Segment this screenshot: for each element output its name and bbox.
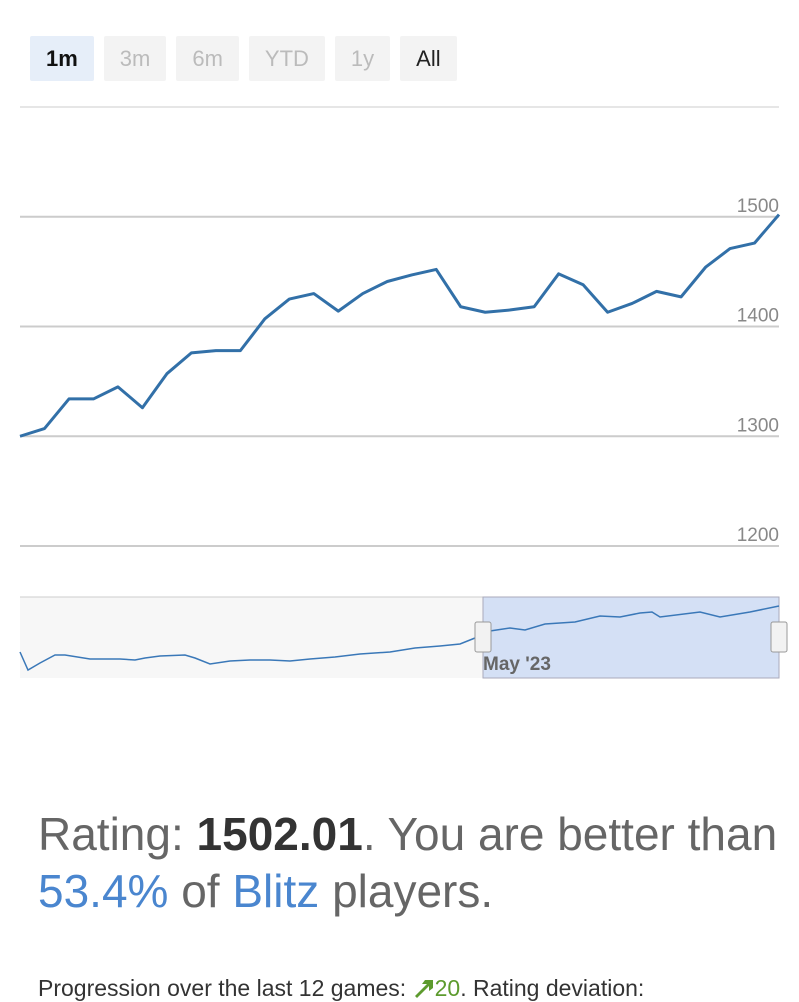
y-tick-label: 1500 [737, 196, 779, 217]
range-button[interactable]: YTD [248, 36, 325, 81]
progression-change: 20 [413, 975, 461, 1001]
y-tick-label: 1200 [737, 525, 779, 546]
rating: 1502.01 [196, 808, 363, 860]
progression-text: Progression over the last 12 games: [38, 975, 407, 1001]
navigator-handle[interactable] [474, 621, 492, 653]
up-arrow-icon [414, 980, 433, 998]
progression: Progression over the last 12 games: 20. … [38, 975, 644, 1002]
range-button[interactable]: 3m [103, 36, 167, 81]
variant[interactable]: Blitz [232, 865, 320, 917]
navigator-line [19, 605, 780, 672]
summary-text: players. [332, 865, 494, 917]
rating-line [19, 213, 781, 438]
range-button[interactable]: 1y [334, 36, 391, 81]
y-tick-label: 1400 [737, 306, 779, 327]
rating-label: Rating: [38, 808, 184, 860]
percentile: 53.4% [38, 865, 169, 917]
chart: May '23 1200 1300 1400 1500 [19, 106, 788, 679]
navigator: May '23 [19, 596, 788, 679]
range-button[interactable]: 1m [30, 36, 94, 81]
navigator-handle[interactable] [770, 621, 788, 653]
summary-text: . You are better than [362, 808, 778, 860]
navigator-label: May '23 [483, 654, 551, 675]
progression-value: 20 [434, 975, 461, 1001]
y-tick-label: 1300 [737, 415, 779, 436]
range-button[interactable]: All [400, 36, 457, 81]
summary-text: of [181, 865, 220, 917]
progression-text: . Rating deviation: [460, 975, 645, 1001]
range-button[interactable]: 6m [176, 36, 239, 81]
summary: Rating: 1502.01. You are better than 53.… [38, 806, 778, 920]
range-buttons: 1m 3m 6m YTD 1y All [30, 36, 457, 81]
navigator-selection[interactable] [482, 596, 780, 679]
